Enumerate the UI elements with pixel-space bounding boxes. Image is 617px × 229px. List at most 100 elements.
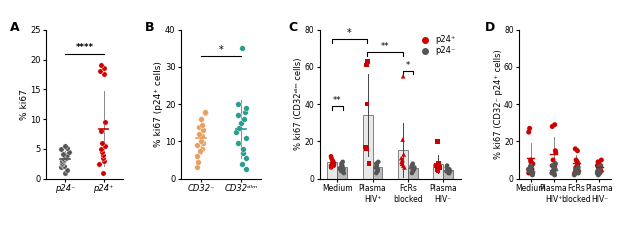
Point — [398, 138, 408, 141]
Point — [595, 171, 605, 175]
Point — [96, 147, 106, 151]
Point — [549, 171, 559, 175]
Point — [100, 120, 110, 124]
Point — [372, 164, 382, 167]
Point — [528, 173, 537, 177]
Point — [574, 169, 584, 173]
Point — [397, 160, 407, 164]
Point — [200, 112, 210, 115]
Point — [237, 46, 247, 50]
Point — [326, 164, 336, 167]
Point — [528, 171, 538, 175]
Point — [239, 117, 249, 121]
Point — [594, 173, 603, 177]
Point — [397, 158, 407, 162]
Point — [548, 158, 558, 162]
Point — [527, 167, 537, 171]
Point — [371, 166, 381, 169]
Bar — [433, 164, 443, 179]
Text: D: D — [484, 21, 495, 34]
Point — [336, 169, 346, 173]
Point — [594, 162, 604, 166]
Point — [569, 171, 579, 175]
Point — [337, 166, 347, 169]
Point — [336, 166, 346, 169]
Point — [433, 166, 442, 169]
Point — [571, 169, 581, 173]
Point — [550, 164, 560, 167]
Text: **: ** — [381, 42, 389, 51]
Point — [523, 167, 533, 171]
Point — [396, 156, 406, 160]
Point — [363, 60, 373, 63]
Point — [407, 164, 416, 167]
Point — [526, 166, 536, 169]
Point — [328, 160, 338, 164]
Point — [593, 169, 603, 173]
Bar — [363, 115, 373, 179]
Point — [592, 171, 602, 175]
Point — [239, 110, 249, 114]
Point — [97, 141, 107, 145]
Point — [60, 144, 70, 148]
Point — [236, 121, 246, 125]
Text: ****: **** — [75, 43, 93, 52]
Point — [444, 171, 454, 175]
Point — [399, 164, 408, 167]
Point — [442, 169, 452, 173]
Point — [407, 166, 416, 169]
Point — [550, 149, 560, 153]
Point — [339, 167, 349, 171]
Point — [326, 155, 336, 158]
Point — [549, 166, 558, 169]
Point — [399, 153, 408, 156]
Point — [550, 123, 560, 126]
Point — [197, 123, 207, 126]
Point — [373, 160, 383, 164]
Point — [196, 139, 205, 143]
Point — [410, 166, 420, 169]
Point — [237, 162, 247, 166]
Point — [573, 171, 583, 175]
Point — [233, 114, 243, 117]
Point — [58, 152, 68, 155]
Y-axis label: % ki67 (CD32ᵈᴵᵐ cells): % ki67 (CD32ᵈᴵᵐ cells) — [294, 58, 303, 150]
Bar — [328, 162, 337, 179]
Point — [442, 166, 452, 169]
Y-axis label: % ki67: % ki67 — [20, 89, 29, 120]
Point — [597, 158, 607, 162]
Point — [198, 142, 208, 145]
Point — [59, 158, 69, 161]
Point — [573, 164, 582, 167]
Point — [238, 147, 248, 151]
Point — [197, 147, 207, 151]
Point — [337, 164, 347, 167]
Point — [328, 160, 337, 164]
Point — [526, 160, 536, 164]
Point — [192, 143, 202, 147]
Point — [550, 167, 560, 171]
Point — [362, 63, 371, 67]
Point — [573, 149, 582, 153]
Point — [241, 167, 251, 171]
Point — [550, 167, 560, 171]
Point — [595, 167, 605, 171]
Point — [196, 149, 205, 153]
Point — [524, 169, 534, 173]
Point — [57, 161, 67, 164]
Point — [547, 125, 557, 128]
Point — [526, 169, 536, 173]
Text: *: * — [218, 45, 223, 55]
Point — [57, 162, 67, 166]
Point — [56, 147, 66, 151]
Point — [547, 164, 557, 167]
Y-axis label: % ki67 (CD32⁻ p24⁺ cells): % ki67 (CD32⁻ p24⁺ cells) — [494, 49, 502, 159]
Point — [442, 164, 452, 167]
Point — [56, 165, 66, 169]
Point — [238, 151, 248, 154]
Point — [432, 164, 442, 167]
Point — [362, 102, 372, 106]
Point — [197, 134, 207, 138]
Point — [433, 139, 442, 143]
Point — [569, 173, 579, 177]
